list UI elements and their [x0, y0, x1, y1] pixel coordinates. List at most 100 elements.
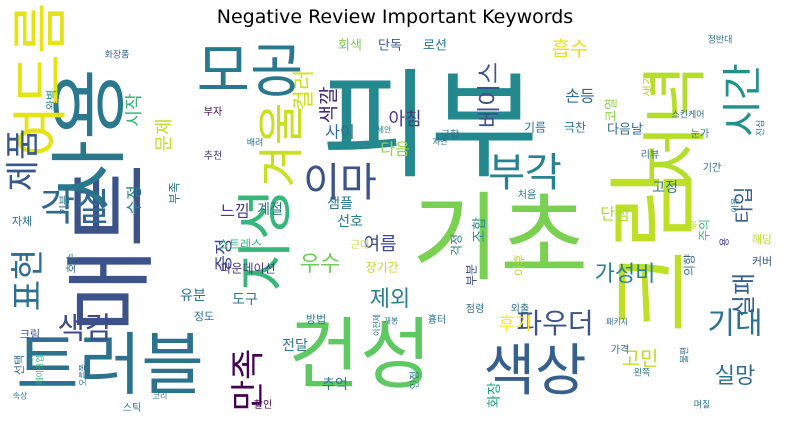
word-43: 단점 — [600, 205, 629, 224]
word-90: 할인 — [254, 399, 272, 411]
word-34: 흡수 — [552, 37, 589, 61]
word-83: 완벽 — [45, 90, 58, 110]
word-65: 기름 — [524, 121, 546, 135]
word-84: 호수 — [65, 253, 78, 273]
word-1: 피부 — [321, 57, 538, 195]
word-27: 실망 — [715, 364, 755, 389]
word-13: 겨울 — [255, 103, 309, 188]
word-112: 코리 — [153, 392, 168, 401]
word-70: 걱정 — [450, 234, 464, 256]
word-49: 계절 — [257, 202, 283, 218]
word-114: 불편 — [679, 347, 691, 364]
word-25: 가성비 — [595, 262, 656, 287]
word-48: 중정 — [214, 238, 235, 271]
word-86: 인정 — [409, 371, 421, 389]
word-109: 이전제 — [372, 314, 382, 336]
word-5: 건성 — [288, 310, 432, 400]
word-85: 가격 — [611, 343, 629, 356]
word-106: 자연 — [433, 138, 448, 147]
word-116: 왼쪽 — [634, 368, 651, 379]
word-24: 파우더 — [516, 307, 593, 340]
word-17: 표현 — [9, 249, 49, 312]
word-8: 저녁 — [637, 64, 714, 185]
word-59: 단독 — [378, 39, 402, 54]
word-54: 고정 — [652, 180, 678, 196]
word-76: 용 — [719, 237, 731, 246]
word-74: 해당 — [752, 232, 772, 246]
word-23: 기대 — [707, 307, 762, 342]
word-101: 화장품 — [105, 50, 130, 61]
word-95: 리뷰 — [641, 149, 659, 161]
word-91: 스틱 — [123, 402, 141, 414]
word-72: 의향 — [683, 254, 697, 276]
word-96: 눈가 — [691, 128, 709, 140]
word-22: 색감 — [57, 312, 112, 347]
word-38: 여름 — [363, 234, 396, 255]
word-81: 자체 — [12, 215, 32, 228]
word-18: 제품 — [4, 129, 44, 192]
word-20: 화장 — [487, 382, 503, 408]
word-117: 가을 — [683, 221, 698, 230]
word-78: 정도 — [194, 310, 214, 323]
chart-title: Negative Review Important Keywords — [216, 6, 574, 28]
word-111: 메이크업 — [35, 355, 45, 384]
word-66: 부족 — [168, 182, 182, 204]
word-32: 아침 — [388, 109, 421, 130]
word-60: 로션 — [423, 39, 447, 54]
word-51: 선호 — [337, 214, 363, 230]
word-50: 샘플 — [327, 196, 353, 212]
word-11: 여드름 — [9, 3, 74, 158]
word-45: 느낌 — [220, 202, 249, 221]
word-113: 패키지 — [606, 317, 628, 327]
word-93: 처음 — [518, 189, 536, 201]
word-28: 고민 — [622, 347, 659, 371]
word-62: 생각 — [643, 73, 658, 97]
word-99: 추천 — [204, 150, 222, 162]
word-98: 부자 — [204, 106, 222, 118]
word-80: 선택 — [13, 355, 26, 375]
word-33: 색깔 — [317, 87, 341, 124]
word-104: 배려 — [247, 138, 264, 149]
word-58: 회색 — [338, 39, 362, 54]
word-52: 유분 — [180, 288, 206, 304]
word-75: 커버 — [752, 255, 772, 268]
word-102: 스킨케어 — [671, 110, 704, 121]
word-29: 우수 — [300, 252, 340, 277]
word-77: 방법 — [306, 313, 326, 326]
word-73: 주의 — [698, 219, 712, 241]
word-115: 며칠 — [694, 400, 711, 411]
word-88: 외출 — [511, 303, 529, 315]
word-89: 흉터 — [428, 313, 446, 326]
word-92: 근대 — [351, 239, 369, 251]
word-110: 오른쪽 — [79, 364, 88, 386]
word-39: 문제 — [154, 118, 175, 151]
word-41: 이후 — [513, 254, 527, 276]
word-64: 극찬 — [564, 120, 586, 135]
word-12: 색상 — [483, 339, 586, 404]
word-9: 지성 — [234, 188, 299, 291]
word-107: 속상 — [13, 391, 28, 401]
word-105: 세안 — [377, 125, 392, 135]
word-118: 이용 — [730, 198, 740, 213]
word-14: 이마 — [303, 160, 377, 206]
word-57: 전달 — [282, 338, 308, 354]
word-10: 모공 — [197, 37, 304, 105]
word-30: 베이스 — [475, 62, 503, 128]
word-71: 부분 — [465, 264, 479, 286]
word-103: 진심 — [756, 120, 767, 137]
word-56: 추억 — [322, 377, 348, 393]
word-87: 점령 — [466, 303, 484, 315]
word-46: 사이 — [325, 123, 354, 142]
word-16: 각질 — [40, 186, 110, 230]
word-61: 코열 — [605, 98, 620, 122]
word-21: 만족 — [229, 349, 269, 412]
word-68: 파운데이션 — [220, 262, 275, 276]
word-3: 기초 — [412, 182, 589, 294]
word-44: 손등 — [565, 87, 594, 106]
word-53: 도구 — [232, 292, 258, 308]
word-47: 수정 — [125, 185, 144, 214]
word-100: 정반대 — [708, 35, 733, 46]
word-108: 개봉 — [384, 316, 399, 326]
